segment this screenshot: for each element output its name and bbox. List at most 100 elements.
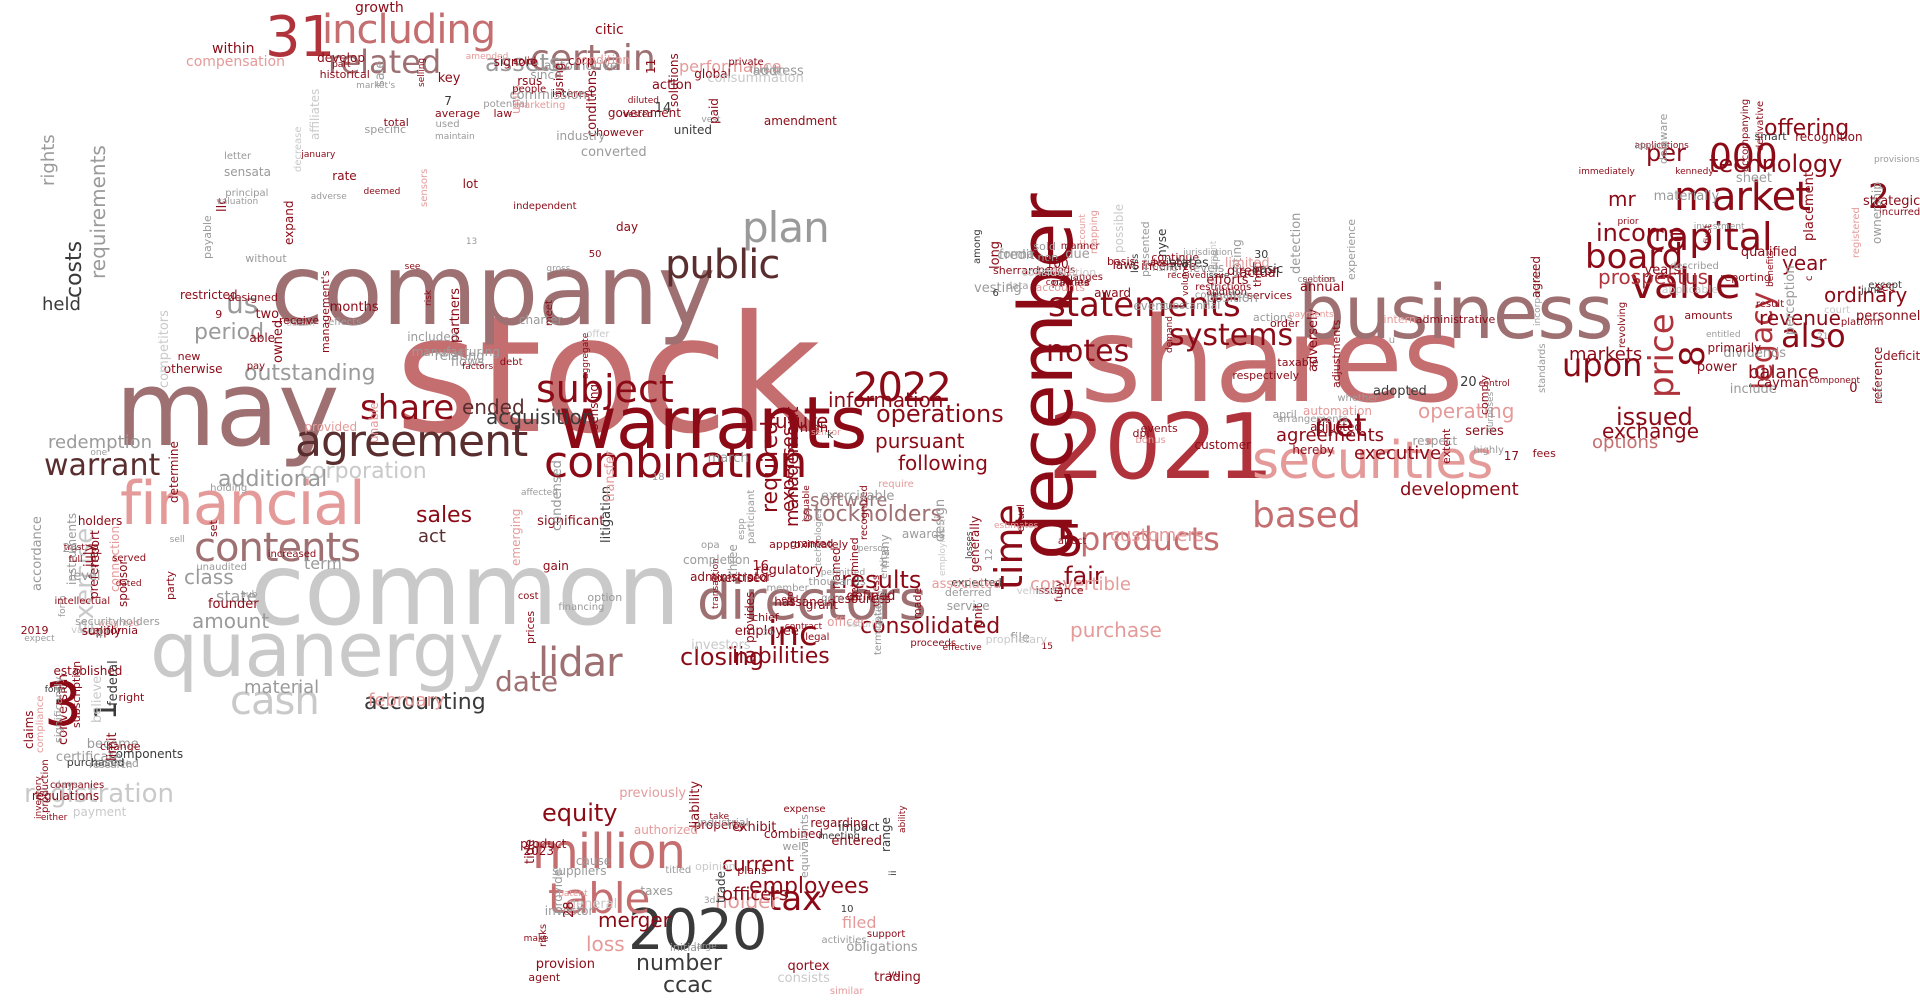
cloud-word: two: [255, 306, 280, 322]
cloud-word: due: [1065, 246, 1090, 262]
cloud-word: results: [841, 565, 922, 594]
cloud-word: competitors: [157, 310, 173, 389]
cloud-word: united: [673, 123, 712, 138]
cloud-word: sold: [1033, 240, 1056, 254]
cloud-word: detection: [1289, 212, 1305, 275]
cloud-word: dpi: [1132, 426, 1150, 440]
cloud-word: addition: [1206, 286, 1247, 298]
cloud-word: held: [42, 293, 81, 315]
cloud-word: develop: [317, 50, 365, 65]
cloud-word: since: [530, 67, 562, 82]
cloud-word: 4: [95, 626, 104, 641]
cloud-word: flows: [450, 355, 485, 371]
cloud-word: designed: [227, 290, 278, 304]
cloud-word: action: [651, 78, 692, 94]
cloud-word: may: [115, 347, 340, 470]
cloud-word: pursuant: [875, 429, 965, 453]
cloud-word: person: [857, 544, 889, 555]
cloud-word: table: [548, 874, 650, 924]
cloud-word: us: [226, 286, 259, 320]
cloud-word: employees: [749, 874, 870, 900]
cloud-word: event: [1133, 298, 1168, 313]
cloud-word: taxable: [1277, 355, 1319, 369]
cloud-word: compliance: [34, 695, 46, 754]
cloud-word: sales: [416, 503, 473, 529]
cloud-word: 11: [644, 58, 659, 75]
cloud-word: cash: [230, 678, 320, 724]
cloud-word: company: [270, 233, 716, 348]
cloud-word: applicable: [1661, 282, 1719, 296]
cloud-word: first: [1703, 224, 1715, 245]
cloud-word: amount: [192, 609, 270, 633]
cloud-word: efforts: [1206, 273, 1249, 289]
cloud-word: marketing: [514, 100, 566, 112]
cloud-word: number: [636, 951, 722, 977]
cloud-word: entered: [831, 833, 882, 849]
cloud-word: well: [782, 839, 805, 853]
cloud-word: 000: [1709, 137, 1778, 179]
cloud-word: growth: [355, 0, 404, 16]
cloud-word: 7: [444, 93, 452, 108]
cloud-word: made: [910, 588, 924, 620]
cloud-word: foreign: [749, 64, 786, 76]
cloud-word: closing: [680, 642, 765, 671]
cloud-word: rising: [1152, 264, 1178, 275]
cloud-word: reporting: [1720, 270, 1771, 284]
cloud-word: registration: [24, 779, 175, 810]
cloud-word: products: [1080, 520, 1220, 559]
cloud-word: 9: [215, 308, 223, 322]
cloud-word: customers: [1110, 524, 1205, 546]
cloud-word: trading: [874, 969, 921, 985]
cloud-word: loss: [586, 932, 625, 956]
cloud-word: presented: [1138, 221, 1152, 278]
cloud-word: levels: [1189, 261, 1225, 276]
cloud-word: change: [100, 740, 141, 754]
cloud-word: address: [752, 64, 804, 80]
cloud-word: cashless: [1297, 274, 1336, 285]
cloud-word: april: [1272, 407, 1297, 421]
cloud-word: investment: [1693, 221, 1745, 232]
cloud-word: investors: [691, 638, 751, 654]
cloud-word: february: [368, 689, 445, 711]
cloud-word: payments: [1288, 309, 1334, 320]
cloud-word: prior: [1617, 216, 1639, 227]
cloud-word: approximately: [769, 537, 849, 551]
cloud-word: market: [1674, 174, 1811, 220]
cloud-word: court: [1824, 304, 1851, 316]
cloud-word: corporation: [300, 459, 427, 485]
cloud-word: position: [1206, 290, 1258, 306]
cloud-word: components: [108, 747, 184, 762]
cloud-word: continue: [1151, 250, 1200, 264]
cloud-word: acquisition: [486, 405, 595, 429]
cloud-word: included: [407, 329, 459, 344]
cloud-word: officer: [827, 615, 866, 630]
cloud-word: 35: [762, 627, 774, 638]
cloud-word: recognition: [1795, 130, 1863, 145]
cloud-word: meeting: [818, 830, 860, 842]
cloud-word: related: [328, 43, 442, 82]
cloud-word: property: [693, 817, 746, 832]
cloud-word: grant: [805, 597, 838, 612]
cloud-word: end: [781, 594, 799, 605]
cloud-word: impact: [838, 820, 880, 834]
cloud-word: accompanying: [1740, 98, 1752, 172]
cloud-word: placement: [1802, 171, 1818, 241]
cloud-word: legal: [805, 632, 830, 644]
cloud-word: including: [322, 7, 496, 53]
cloud-word: issuance: [1035, 584, 1084, 598]
cloud-word: 13: [465, 236, 478, 247]
cloud-word: regulations: [31, 789, 100, 804]
cloud-word: believe: [89, 675, 105, 723]
cloud-word: otherwise: [163, 362, 223, 377]
cloud-word: 3d: [703, 896, 716, 907]
cloud-word: participant: [746, 489, 758, 545]
cloud-word: derivative: [1754, 100, 1766, 151]
cloud-word: filed: [842, 913, 877, 933]
cloud-word: claims: [22, 710, 37, 750]
cloud-word: customer: [1194, 438, 1252, 453]
cloud-word: include: [1729, 381, 1777, 397]
cloud-word: provision: [535, 956, 595, 972]
cloud-word: government: [607, 105, 681, 120]
cloud-word: mapping: [1088, 210, 1100, 255]
cloud-word: arrangements: [1277, 414, 1348, 426]
